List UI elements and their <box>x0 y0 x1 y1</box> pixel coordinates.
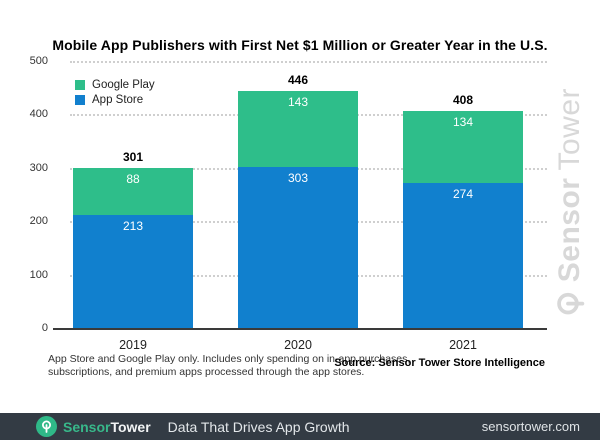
footer-brand-tower: Tower <box>110 418 151 435</box>
bar-segment-google-play <box>403 111 523 183</box>
legend-item-google-play: Google Play <box>75 79 155 91</box>
bar-segment-google-play <box>238 90 358 168</box>
footer-bar: Sensor Tower Data That Drives App Growth … <box>0 413 600 440</box>
y-tick-label: 0 <box>41 322 48 334</box>
bar-segment-app-store <box>403 182 523 329</box>
x-axis-line <box>53 328 547 330</box>
y-tick-label: 400 <box>29 108 48 121</box>
bar-segment-label: 303 <box>287 171 309 186</box>
google-play-swatch <box>75 80 85 90</box>
sensortower-logo-icon <box>36 416 57 437</box>
bar-total-label: 408 <box>452 93 474 108</box>
footer-url: sensortower.com <box>481 419 580 434</box>
source-attribution: Source: Sensor Tower Store Intelligence <box>334 357 545 369</box>
legend-label-google-play: Google Play <box>92 79 155 91</box>
bar-segment-label: 134 <box>452 115 474 130</box>
legend: Google Play App Store <box>75 79 155 109</box>
legend-label-app-store: App Store <box>92 94 144 106</box>
bar-total-label: 301 <box>122 150 144 165</box>
footer-brand-sensor: Sensor <box>63 418 111 435</box>
bar-segment-google-play <box>73 168 193 216</box>
bar-total-label: 446 <box>287 72 309 87</box>
bar-segment-label: 274 <box>452 186 474 201</box>
app-store-swatch <box>75 95 85 105</box>
footnote-line-1: App Store and Google Play only. Includes… <box>48 353 411 365</box>
chart-title: Mobile App Publishers with First Net $1 … <box>52 37 548 53</box>
footer-tagline: Data That Drives App Growth <box>167 418 350 435</box>
y-tick-label: 500 <box>29 55 48 67</box>
y-tick-label: 300 <box>29 161 48 174</box>
bar-segment-label: 88 <box>126 172 140 187</box>
x-tick-label: 2020 <box>284 338 312 352</box>
bar-segment-label: 213 <box>122 219 144 234</box>
x-tick-label: 2019 <box>119 338 147 352</box>
y-tick-label: 100 <box>29 268 48 281</box>
chart-footnote: App Store and Google Play only. Includes… <box>48 353 410 379</box>
bar-segment-label: 143 <box>287 94 309 109</box>
footnote-line-2: subscriptions, and premium apps processe… <box>48 366 365 378</box>
gridline-500 <box>70 61 547 63</box>
y-tick-label: 200 <box>29 215 48 228</box>
bar-segment-app-store <box>73 215 193 329</box>
legend-item-app-store: App Store <box>75 94 155 106</box>
bar-segment-app-store <box>238 167 358 329</box>
x-tick-label: 2021 <box>449 338 477 352</box>
